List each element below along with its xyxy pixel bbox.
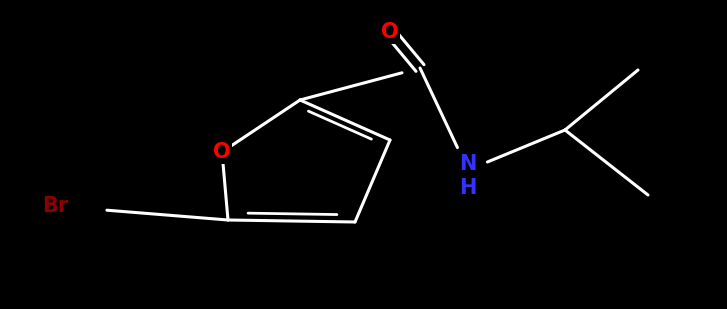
- Text: Br: Br: [42, 196, 68, 216]
- Text: O: O: [381, 22, 399, 42]
- Text: O: O: [213, 142, 230, 162]
- Text: N: N: [459, 154, 477, 174]
- Text: H: H: [459, 178, 477, 198]
